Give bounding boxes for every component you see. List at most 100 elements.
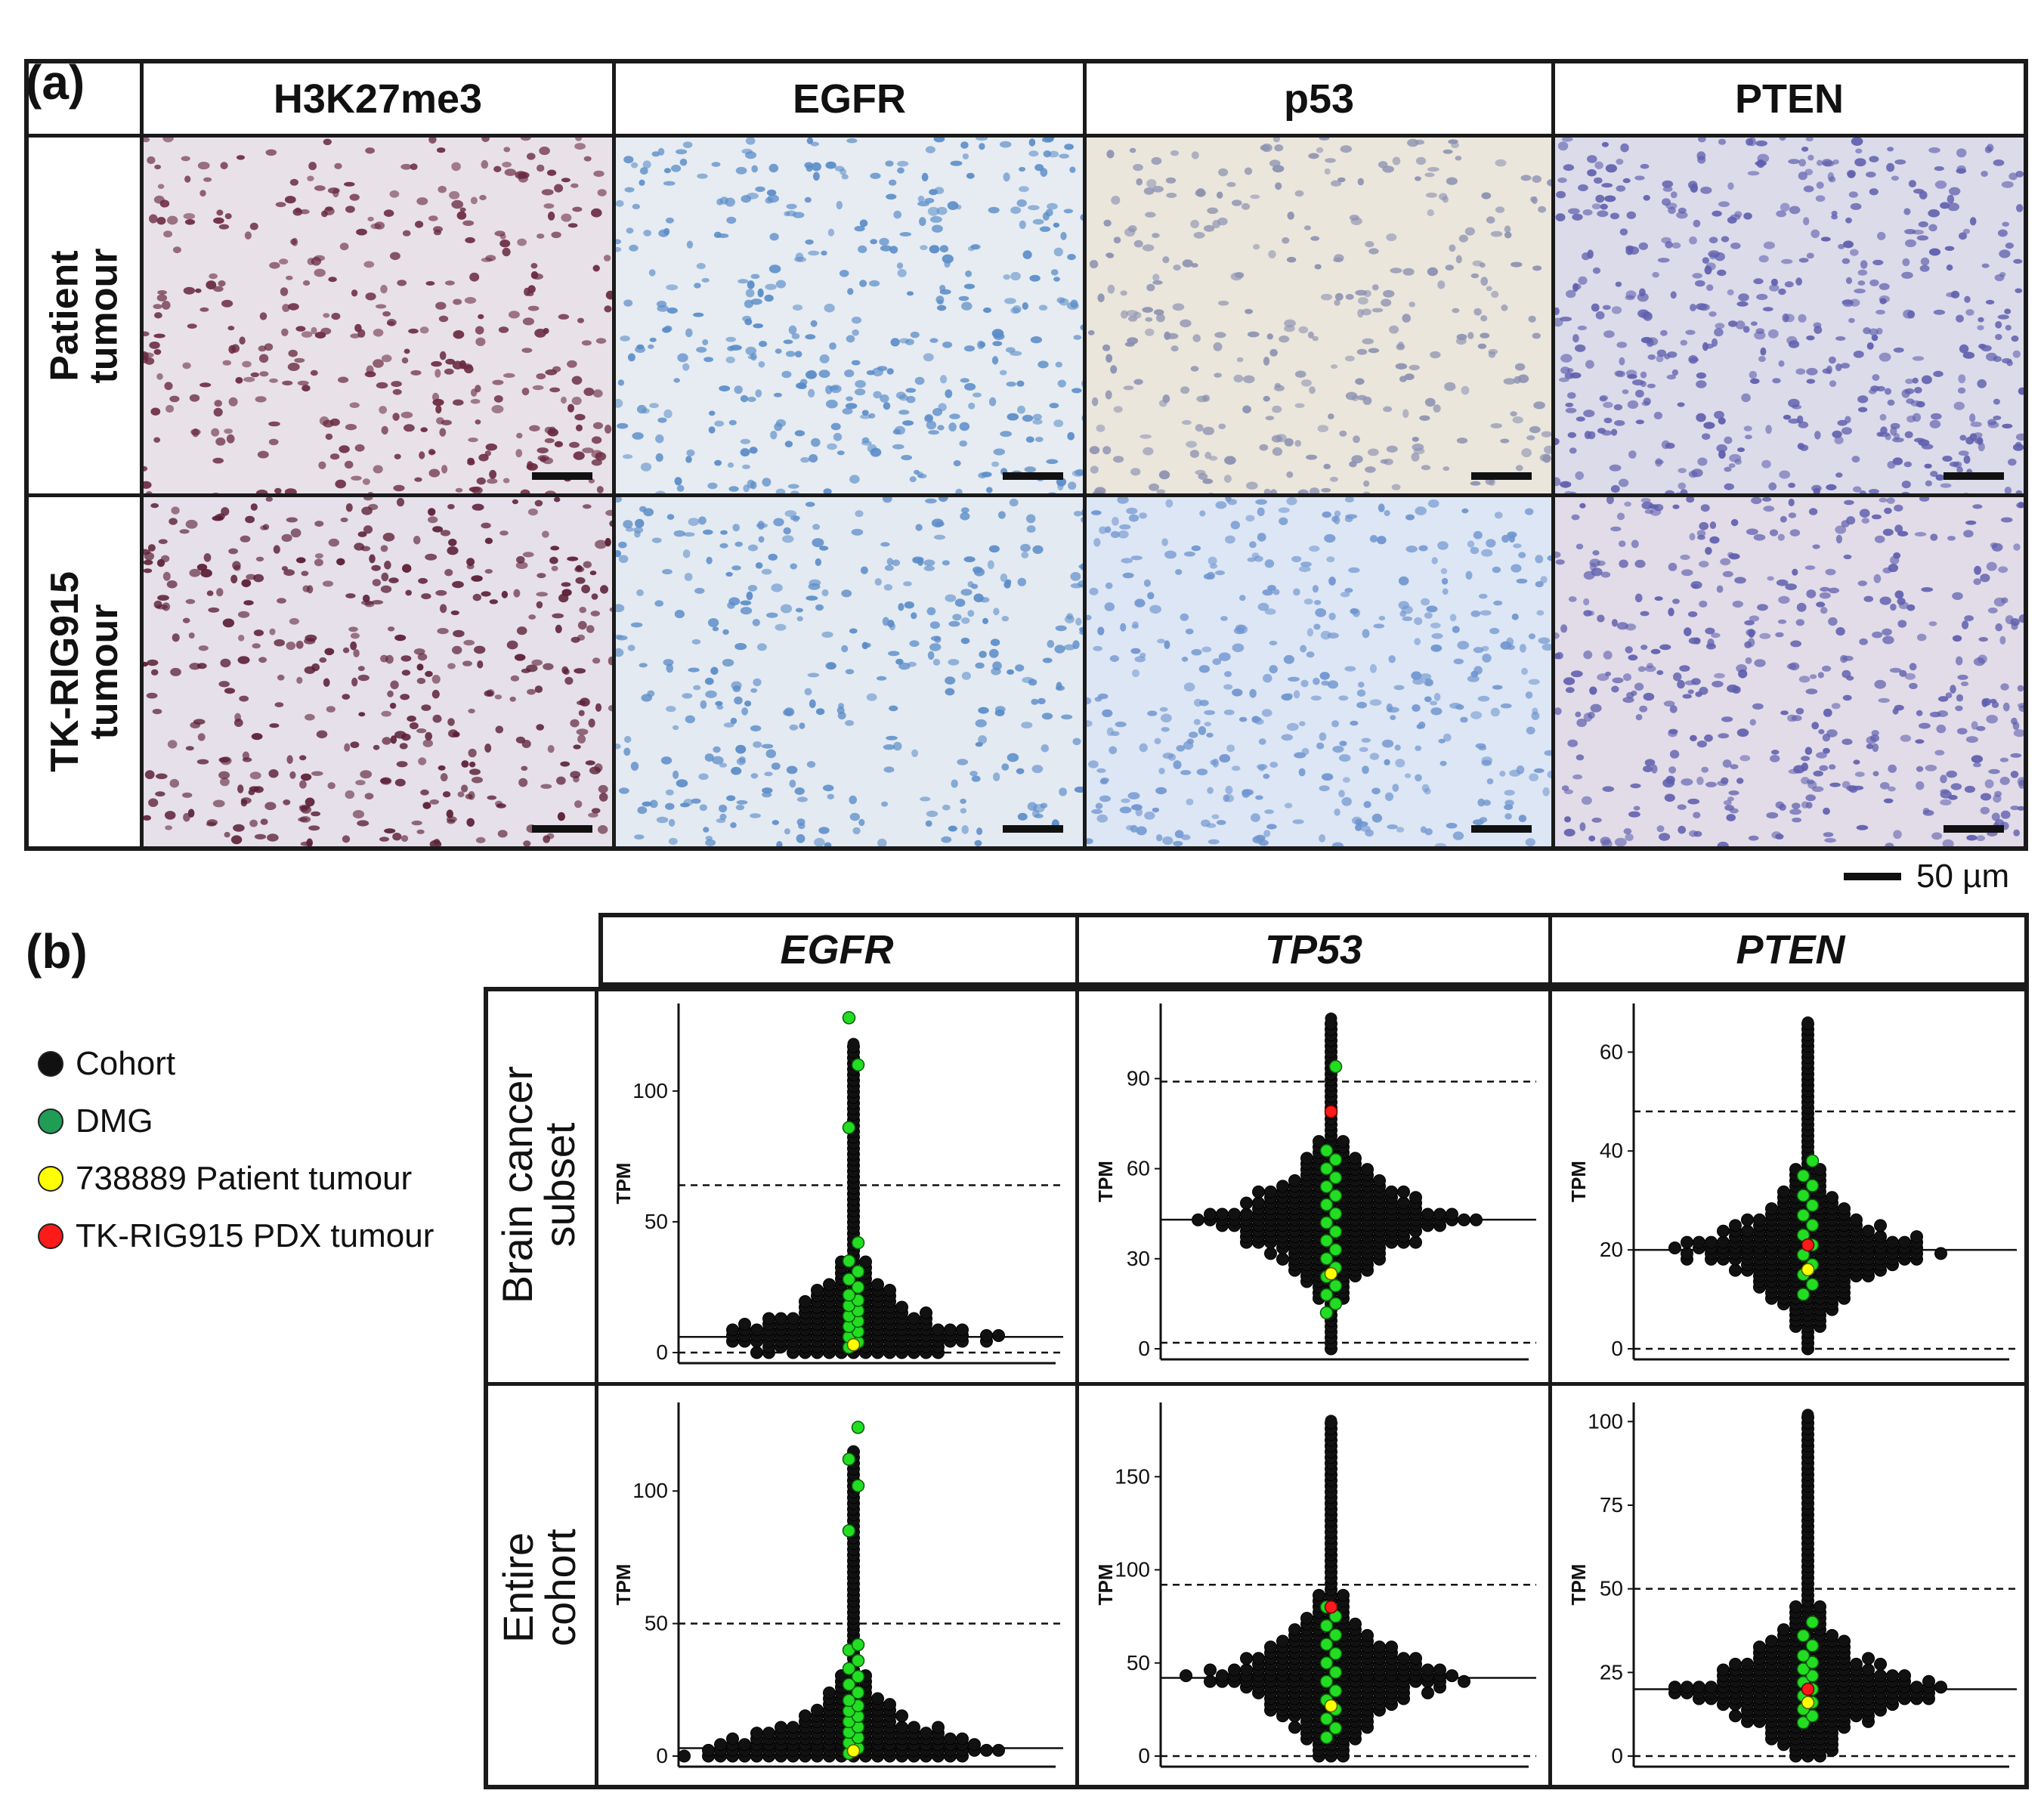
cell-nucleus — [1904, 388, 1915, 394]
cell-nucleus — [404, 424, 415, 432]
cell-nucleus — [1193, 719, 1201, 725]
cell-nucleus — [1368, 348, 1380, 354]
cell-nucleus — [1555, 559, 1565, 565]
cell-nucleus — [1843, 554, 1852, 560]
cell-nucleus — [1180, 834, 1191, 840]
cell-nucleus — [1869, 156, 1879, 162]
cell-nucleus — [1060, 231, 1067, 240]
cell-nucleus — [1732, 600, 1743, 608]
cell-nucleus — [1032, 218, 1044, 225]
cell-nucleus — [1619, 228, 1628, 236]
cell-nucleus — [1514, 363, 1526, 371]
cell-nucleus — [1419, 673, 1432, 680]
cell-nucleus — [1770, 278, 1778, 286]
cell-nucleus — [156, 217, 166, 225]
cell-nucleus — [994, 709, 1005, 716]
cell-nucleus — [1986, 144, 1994, 152]
cell-nucleus — [428, 468, 441, 478]
cell-nucleus — [416, 678, 426, 685]
cohort-point — [1240, 1652, 1253, 1665]
cell-nucleus — [1120, 290, 1127, 296]
cell-nucleus — [1427, 499, 1439, 508]
cell-nucleus — [1424, 679, 1433, 687]
cell-nucleus — [1934, 180, 1947, 189]
cell-nucleus — [190, 428, 201, 436]
cell-nucleus — [765, 283, 777, 290]
cell-nucleus — [625, 527, 634, 532]
cell-nucleus — [794, 351, 802, 357]
cell-nucleus — [1885, 843, 1894, 846]
cell-nucleus — [1978, 317, 1984, 323]
cell-nucleus — [1871, 730, 1879, 737]
cohort-point — [1240, 1663, 1253, 1677]
cell-nucleus — [1693, 830, 1702, 837]
cell-nucleus — [2013, 829, 2020, 836]
cell-nucleus — [544, 438, 555, 444]
cell-nucleus — [1458, 234, 1468, 243]
cell-nucleus — [1427, 267, 1438, 277]
cell-nucleus — [589, 571, 597, 576]
cohort-point — [1668, 1241, 1681, 1254]
cell-nucleus — [1640, 645, 1648, 651]
dmg-point — [1328, 1721, 1343, 1735]
cell-nucleus — [153, 437, 161, 443]
cell-nucleus — [1394, 744, 1401, 751]
cell-nucleus — [945, 594, 957, 602]
cell-nucleus — [1637, 309, 1650, 318]
cell-nucleus — [1258, 738, 1266, 745]
cell-nucleus — [1020, 543, 1031, 552]
cell-nucleus — [595, 540, 607, 549]
cell-nucleus — [929, 338, 939, 343]
cell-nucleus — [1594, 161, 1603, 169]
cell-nucleus — [478, 453, 489, 462]
cell-nucleus — [1339, 741, 1347, 747]
cell-nucleus — [575, 138, 583, 141]
cell-nucleus — [152, 709, 162, 715]
cell-nucleus — [616, 635, 628, 641]
cell-nucleus — [1662, 186, 1673, 192]
cell-nucleus — [1853, 759, 1860, 765]
cell-nucleus — [206, 590, 214, 596]
cell-nucleus — [1153, 309, 1164, 316]
cell-nucleus — [1072, 640, 1080, 649]
cell-nucleus — [704, 753, 714, 762]
cell-nucleus — [686, 449, 695, 456]
cell-nucleus — [1264, 559, 1275, 568]
cell-nucleus — [444, 368, 454, 375]
cell-nucleus — [1569, 491, 1577, 493]
cell-nucleus — [727, 462, 734, 468]
cell-nucleus — [1258, 765, 1265, 771]
cell-nucleus — [1618, 540, 1626, 547]
cell-nucleus — [1622, 697, 1634, 703]
cell-nucleus — [762, 787, 773, 794]
cell-nucleus — [1716, 444, 1727, 453]
cell-nucleus — [1481, 756, 1493, 765]
cell-nucleus — [339, 243, 349, 251]
cell-nucleus — [923, 559, 935, 567]
cell-nucleus — [710, 666, 719, 676]
cell-nucleus — [243, 600, 254, 606]
cell-nucleus — [781, 370, 792, 379]
cell-nucleus — [935, 295, 945, 304]
cell-nucleus — [438, 315, 449, 323]
cell-nucleus — [154, 164, 161, 170]
cell-nucleus — [1010, 206, 1022, 215]
cell-nucleus — [1480, 315, 1488, 322]
cell-nucleus — [1541, 431, 1551, 438]
cell-nucleus — [747, 544, 759, 552]
cell-nucleus — [447, 663, 456, 669]
cell-nucleus — [1572, 774, 1583, 780]
cell-nucleus — [1567, 739, 1579, 747]
cell-nucleus — [694, 283, 701, 289]
cell-nucleus — [558, 314, 570, 320]
cell-nucleus — [598, 825, 608, 834]
cohort-point — [1337, 1135, 1350, 1149]
cohort-point — [823, 1686, 836, 1699]
cell-nucleus — [1115, 721, 1127, 728]
cell-nucleus — [1579, 502, 1586, 509]
cell-nucleus — [1334, 510, 1341, 517]
cell-nucleus — [1357, 308, 1364, 318]
cell-nucleus — [1081, 509, 1083, 516]
cell-nucleus — [350, 641, 357, 651]
cell-nucleus — [1149, 483, 1159, 491]
